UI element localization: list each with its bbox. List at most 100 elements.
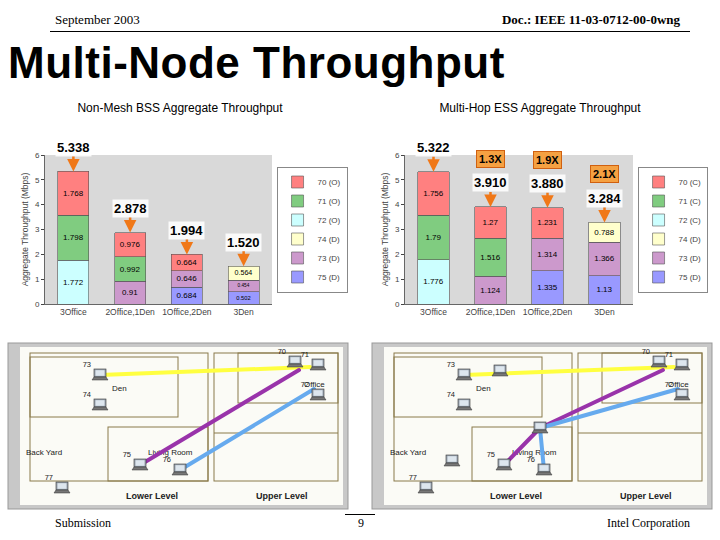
svg-text:1.314: 1.314 <box>537 250 558 259</box>
svg-text:76: 76 <box>163 455 171 464</box>
svg-text:71 (C): 71 (C) <box>679 197 702 206</box>
svg-text:0.684: 0.684 <box>177 291 198 300</box>
svg-text:74 (D): 74 (D) <box>679 235 702 244</box>
svg-text:Multi-Hop ESS Aggregate Throug: Multi-Hop ESS Aggregate Throughput <box>439 101 641 115</box>
svg-text:1.994: 1.994 <box>170 223 203 238</box>
svg-text:71: 71 <box>301 350 309 359</box>
svg-text:2: 2 <box>35 250 40 259</box>
svg-text:1.231: 1.231 <box>537 218 558 227</box>
svg-text:0.564: 0.564 <box>234 269 252 277</box>
svg-text:0.454: 0.454 <box>238 283 250 288</box>
svg-text:72 (C): 72 (C) <box>679 216 702 225</box>
svg-text:5.338: 5.338 <box>57 140 90 155</box>
svg-text:73: 73 <box>83 360 91 369</box>
svg-text:2.1X: 2.1X <box>593 168 616 180</box>
html-text:Multi-Node Throughput: Multi-Node Throughput <box>8 38 505 87</box>
svg-text:75: 75 <box>123 450 131 459</box>
svg-text:74 (D): 74 (D) <box>318 235 341 244</box>
svg-text:Aggregate Throughput (Mbps): Aggregate Throughput (Mbps) <box>380 172 390 286</box>
svg-text:5: 5 <box>395 176 400 185</box>
svg-text:1.335: 1.335 <box>537 283 558 292</box>
svg-text:0.992: 0.992 <box>120 265 141 274</box>
svg-text:6: 6 <box>395 151 400 160</box>
svg-text:3Office: 3Office <box>420 307 447 317</box>
svg-text:1Office,2Den: 1Office,2Den <box>523 307 573 317</box>
svg-text:3: 3 <box>35 225 40 234</box>
svg-text:0: 0 <box>395 300 400 309</box>
svg-text:5.322: 5.322 <box>417 140 450 155</box>
html-text:Doc.: IEEE 11-03-0712-00-0wng: Doc.: IEEE 11-03-0712-00-0wng <box>502 12 680 27</box>
svg-text:2.878: 2.878 <box>114 201 147 216</box>
svg-text:1.756: 1.756 <box>423 189 444 198</box>
svg-text:3.910: 3.910 <box>474 175 507 190</box>
svg-text:3Office: 3Office <box>60 307 87 317</box>
svg-text:1.520: 1.520 <box>227 235 260 250</box>
html-text:September 2003: September 2003 <box>55 12 140 27</box>
svg-text:3.880: 3.880 <box>531 176 564 191</box>
svg-text:73 (D): 73 (D) <box>318 254 341 263</box>
svg-text:1.768: 1.768 <box>63 189 84 198</box>
svg-text:77: 77 <box>45 473 53 482</box>
svg-text:1.516: 1.516 <box>480 253 501 262</box>
svg-text:1: 1 <box>35 275 40 284</box>
svg-text:1.366: 1.366 <box>594 254 615 263</box>
svg-text:1.798: 1.798 <box>63 233 84 242</box>
svg-text:3Den: 3Den <box>594 307 615 317</box>
svg-text:4: 4 <box>35 200 40 209</box>
svg-text:0.976: 0.976 <box>120 240 141 249</box>
svg-text:Lower Level: Lower Level <box>126 491 178 501</box>
svg-text:74: 74 <box>83 390 91 399</box>
svg-text:74: 74 <box>447 390 455 399</box>
svg-text:77: 77 <box>409 473 417 482</box>
svg-text:70 (C): 70 (C) <box>679 178 702 187</box>
svg-text:0.502: 0.502 <box>236 295 250 301</box>
svg-text:Lower Level: Lower Level <box>490 491 542 501</box>
svg-text:2Office,1Den: 2Office,1Den <box>105 307 155 317</box>
svg-text:71: 71 <box>665 350 673 359</box>
svg-text:1: 1 <box>395 275 400 284</box>
svg-text:2: 2 <box>395 250 400 259</box>
svg-text:70 (O): 70 (O) <box>318 178 341 187</box>
svg-text:72 (O): 72 (O) <box>318 216 341 225</box>
svg-text:Non-Mesh BSS Aggregate Through: Non-Mesh BSS Aggregate Throughput <box>77 101 283 115</box>
svg-text:Aggregate Throughput (Mbps): Aggregate Throughput (Mbps) <box>20 172 30 286</box>
svg-text:73 (D): 73 (D) <box>679 254 702 263</box>
svg-text:0.664: 0.664 <box>177 258 198 267</box>
svg-text:70: 70 <box>278 347 286 356</box>
svg-text:71 (O): 71 (O) <box>318 197 341 206</box>
svg-text:76: 76 <box>527 455 535 464</box>
svg-text:1.776: 1.776 <box>423 277 444 286</box>
svg-text:0.788: 0.788 <box>594 228 615 237</box>
svg-text:Den: Den <box>476 384 491 393</box>
svg-text:75 (D): 75 (D) <box>318 273 341 282</box>
svg-text:1.772: 1.772 <box>63 278 84 287</box>
svg-text:75: 75 <box>487 450 495 459</box>
svg-text:1.79: 1.79 <box>425 233 441 242</box>
svg-text:0.646: 0.646 <box>177 274 198 283</box>
svg-text:1.27: 1.27 <box>482 218 498 227</box>
svg-text:70: 70 <box>642 347 650 356</box>
svg-text:72: 72 <box>665 380 673 389</box>
svg-text:1.124: 1.124 <box>480 286 501 295</box>
svg-text:72: 72 <box>301 380 309 389</box>
svg-text:Den: Den <box>112 384 127 393</box>
svg-text:1.3X: 1.3X <box>479 153 502 165</box>
svg-text:2Office,1Den: 2Office,1Den <box>466 307 516 317</box>
svg-text:Upper Level: Upper Level <box>620 491 672 501</box>
svg-text:Back Yard: Back Yard <box>390 448 426 457</box>
svg-text:4: 4 <box>395 200 400 209</box>
svg-text:1.13: 1.13 <box>596 285 612 294</box>
svg-text:75 (D): 75 (D) <box>679 273 702 282</box>
svg-text:1.9X: 1.9X <box>536 154 559 166</box>
svg-text:3: 3 <box>395 225 400 234</box>
svg-text:0: 0 <box>35 300 40 309</box>
svg-text:73: 73 <box>447 360 455 369</box>
svg-text:3.284: 3.284 <box>588 191 621 206</box>
svg-text:3Den: 3Den <box>233 307 254 317</box>
svg-text:0.91: 0.91 <box>122 288 138 297</box>
svg-text:5: 5 <box>35 176 40 185</box>
svg-text:1Office,2Den: 1Office,2Den <box>162 307 212 317</box>
svg-text:Back Yard: Back Yard <box>26 448 62 457</box>
svg-text:6: 6 <box>35 151 40 160</box>
svg-text:Upper Level: Upper Level <box>256 491 308 501</box>
